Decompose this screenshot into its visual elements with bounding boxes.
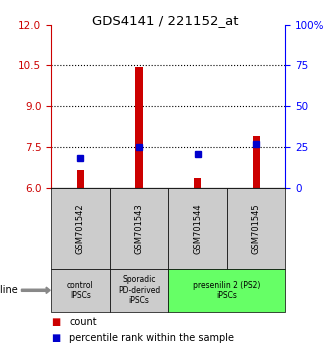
Bar xyxy=(136,67,143,188)
Bar xyxy=(194,178,201,188)
Text: count: count xyxy=(69,317,97,327)
Text: presenilin 2 (PS2)
iPSCs: presenilin 2 (PS2) iPSCs xyxy=(193,281,261,300)
Text: GDS4141 / 221152_at: GDS4141 / 221152_at xyxy=(92,14,238,27)
Bar xyxy=(77,170,84,188)
Text: GSM701543: GSM701543 xyxy=(135,203,144,254)
Text: control
IPSCs: control IPSCs xyxy=(67,281,94,300)
Text: ■: ■ xyxy=(51,317,60,327)
Text: GSM701544: GSM701544 xyxy=(193,203,202,254)
Text: ■: ■ xyxy=(51,333,60,343)
Text: Sporadic
PD-derived
iPSCs: Sporadic PD-derived iPSCs xyxy=(118,275,160,305)
Text: percentile rank within the sample: percentile rank within the sample xyxy=(69,333,234,343)
Text: GSM701545: GSM701545 xyxy=(252,203,261,254)
Text: GSM701542: GSM701542 xyxy=(76,203,85,254)
Text: cell line: cell line xyxy=(0,285,18,295)
Bar xyxy=(253,136,260,188)
